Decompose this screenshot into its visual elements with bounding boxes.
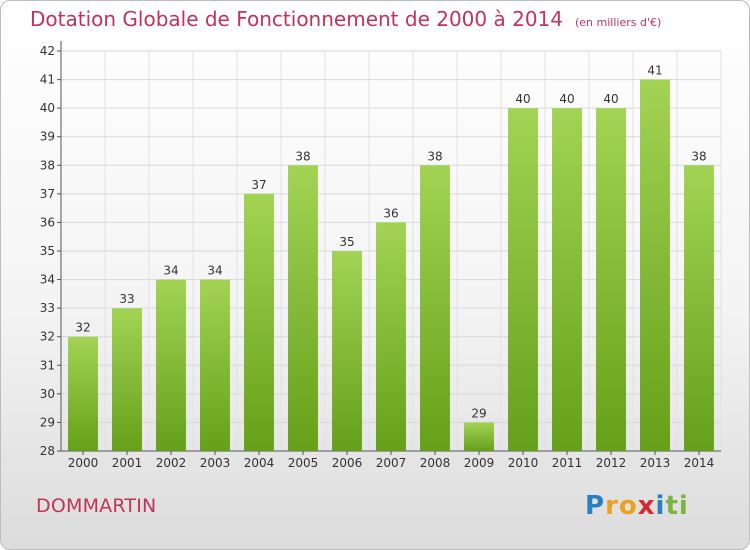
bar-2008 [420, 165, 450, 452]
value-label-2006: 35 [339, 235, 354, 249]
bar-2014 [684, 165, 714, 452]
logo-letter: o [618, 491, 638, 521]
y-tick-label: 41 [40, 73, 55, 87]
y-tick-label: 38 [40, 158, 55, 172]
value-label-2000: 32 [75, 321, 90, 335]
logo-letter: P [585, 491, 606, 521]
y-tick-label: 34 [40, 273, 55, 287]
logo-letter: x [637, 491, 656, 521]
bar-2003 [200, 279, 230, 451]
value-label-2011: 40 [559, 92, 574, 106]
proxiti-logo: Proxiti [585, 491, 689, 521]
x-tick-label-2010: 2010 [508, 456, 539, 470]
y-tick-label: 37 [40, 187, 55, 201]
bar-2009 [464, 422, 494, 451]
chart-title-text: Dotation Globale de Fonctionnement de 20… [30, 7, 563, 31]
y-tick-label: 29 [40, 415, 55, 429]
y-tick-label: 30 [40, 387, 55, 401]
y-tick-label: 42 [40, 44, 55, 58]
x-tick-label-2012: 2012 [596, 456, 627, 470]
value-label-2008: 38 [427, 149, 442, 163]
x-tick-label-2004: 2004 [244, 456, 275, 470]
x-tick-label-2002: 2002 [156, 456, 187, 470]
x-tick-label-2011: 2011 [552, 456, 583, 470]
chart-subtitle: (en milliers d'€) [575, 16, 662, 29]
value-label-2013: 41 [647, 64, 662, 78]
value-label-2012: 40 [603, 92, 618, 106]
value-label-2009: 29 [471, 406, 486, 420]
bar-2004 [244, 193, 274, 451]
bar-2011 [552, 108, 582, 452]
x-tick-label-2013: 2013 [640, 456, 671, 470]
chart-title: Dotation Globale de Fonctionnement de 20… [30, 7, 661, 31]
place-name: DOMMARTIN [36, 495, 157, 517]
labels: 32 2000 33 2001 34 2002 34 2003 37 2004 38 2005 35 20… [68, 64, 715, 470]
value-label-2001: 33 [119, 292, 134, 306]
y-tick-label: 35 [40, 244, 55, 258]
bar-2013 [640, 79, 670, 452]
bar-2000 [68, 336, 98, 451]
value-label-2010: 40 [515, 92, 530, 106]
x-tick-label-2000: 2000 [68, 456, 99, 470]
y-tick-label: 40 [40, 101, 55, 115]
bar-2001 [112, 308, 142, 451]
bar-2007 [376, 222, 406, 451]
value-label-2005: 38 [295, 149, 310, 163]
x-tick-label-2014: 2014 [684, 456, 715, 470]
y-tick-label: 33 [40, 301, 55, 315]
logo-letter: t [665, 491, 679, 521]
value-label-2014: 38 [691, 149, 706, 163]
bar-2005 [288, 165, 318, 452]
value-label-2007: 36 [383, 206, 398, 220]
bar-2006 [332, 251, 362, 451]
x-tick-label-2006: 2006 [332, 456, 363, 470]
bar-2010 [508, 108, 538, 452]
y-tick-label: 36 [40, 215, 55, 229]
x-tick-label-2005: 2005 [288, 456, 319, 470]
logo-letter: r [605, 491, 619, 521]
x-tick-label-2009: 2009 [464, 456, 495, 470]
y-tick-label: 32 [40, 330, 55, 344]
y-tick-label: 28 [40, 444, 55, 458]
x-tick-label-2003: 2003 [200, 456, 231, 470]
bar-2002 [156, 279, 186, 451]
logo-letter: i [678, 491, 689, 521]
value-label-2003: 34 [207, 264, 222, 278]
bar-2012 [596, 108, 626, 452]
x-tick-label-2008: 2008 [420, 456, 451, 470]
x-tick-label-2001: 2001 [112, 456, 143, 470]
y-tick-label: 39 [40, 130, 55, 144]
value-label-2002: 34 [163, 264, 178, 278]
y-tick-label: 31 [40, 358, 55, 372]
bars [68, 79, 714, 452]
value-label-2004: 37 [251, 178, 266, 192]
x-tick-label-2007: 2007 [376, 456, 407, 470]
logo-letter: i [655, 491, 666, 521]
